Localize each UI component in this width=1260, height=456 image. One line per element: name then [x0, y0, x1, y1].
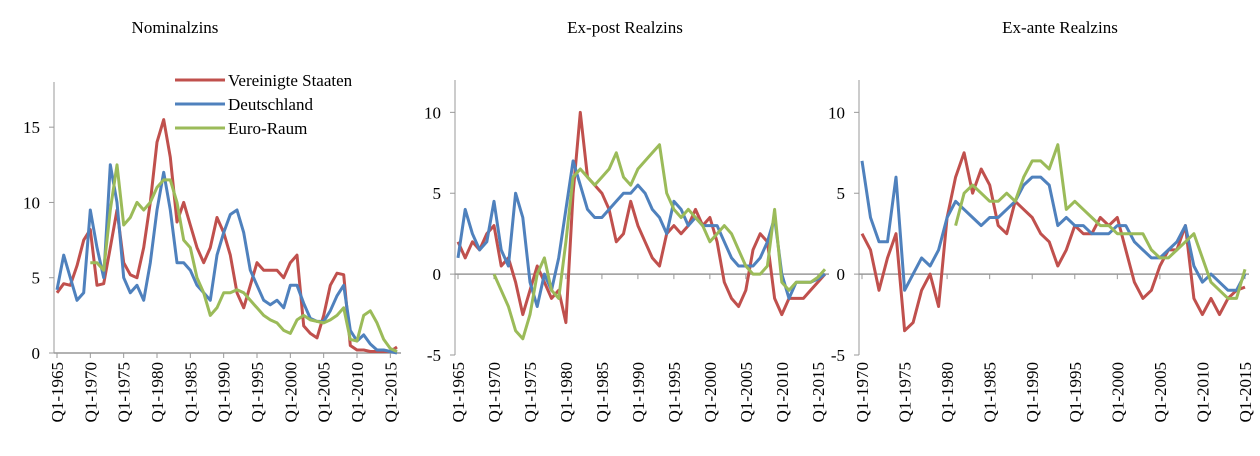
x-tick-label: Q1-1975 — [896, 362, 915, 422]
y-tick-label: 10 — [828, 103, 845, 122]
x-tick-label: Q1-2015 — [809, 362, 828, 422]
y-tick-label: 0 — [433, 265, 442, 284]
legend-label: Vereinigte Staaten — [228, 71, 353, 90]
x-tick-label: Q1-2010 — [1193, 362, 1212, 422]
x-tick-label: Q1-1970 — [485, 362, 504, 422]
x-tick-label: Q1-1995 — [665, 362, 684, 422]
legend-label: Euro-Raum — [228, 119, 307, 138]
x-tick-label: Q1-1990 — [215, 362, 234, 422]
y-tick-label: 10 — [23, 193, 40, 212]
x-tick-label: Q1-1965 — [48, 362, 67, 422]
x-tick-label: Q1-1980 — [148, 362, 167, 422]
series-line — [492, 143, 827, 341]
y-tick-label: 10 — [424, 103, 441, 122]
series-line — [954, 143, 1247, 300]
y-tick-label: -5 — [427, 346, 441, 365]
x-tick-label: Q1-1980 — [557, 362, 576, 422]
series-line — [456, 159, 826, 308]
y-tick-label: 5 — [433, 184, 442, 203]
legend-label: Deutschland — [228, 95, 313, 114]
x-tick-label: Q1-2010 — [348, 362, 367, 422]
x-tick-label: Q1-1975 — [115, 362, 134, 422]
y-tick-label: 5 — [837, 184, 846, 203]
chart-title: Ex-post Realzins — [567, 18, 683, 37]
x-tick-label: Q1-1970 — [81, 362, 100, 422]
x-tick-label: Q1-1980 — [938, 362, 957, 422]
x-tick-label: Q1-1990 — [629, 362, 648, 422]
x-tick-label: Q1-1975 — [521, 362, 540, 422]
y-tick-label: -5 — [831, 346, 845, 365]
x-tick-label: Q1-1965 — [449, 362, 468, 422]
series-line — [860, 151, 1246, 333]
x-tick-label: Q1-2010 — [773, 362, 792, 422]
x-tick-label: Q1-1995 — [248, 362, 267, 422]
x-tick-label: Q1-2000 — [281, 362, 300, 422]
x-tick-label: Q1-1990 — [1023, 362, 1042, 422]
x-tick-label: Q1-1985 — [593, 362, 612, 422]
series-line — [456, 110, 827, 325]
series-line — [55, 118, 398, 353]
y-tick-label: 0 — [837, 265, 846, 284]
y-tick-label: 0 — [32, 344, 41, 363]
chart-title: Ex-ante Realzins — [1002, 18, 1118, 37]
y-tick-label: 5 — [32, 269, 41, 288]
x-tick-label: Q1-1985 — [981, 362, 1000, 422]
x-tick-label: Q1-2005 — [1151, 362, 1170, 422]
x-tick-label: Q1-2000 — [701, 362, 720, 422]
x-tick-label: Q1-2000 — [1108, 362, 1127, 422]
series-line — [860, 160, 1247, 292]
x-tick-label: Q1-1970 — [853, 362, 872, 422]
x-tick-label: Q1-2015 — [381, 362, 400, 422]
x-tick-label: Q1-2005 — [315, 362, 334, 422]
x-tick-label: Q1-2015 — [1236, 362, 1255, 422]
x-tick-label: Q1-1995 — [1066, 362, 1085, 422]
x-tick-label: Q1-2005 — [737, 362, 756, 422]
x-tick-label: Q1-1985 — [181, 362, 200, 422]
series-line — [90, 163, 398, 353]
chart-title: Nominalzins — [132, 18, 219, 37]
y-tick-label: 15 — [23, 118, 40, 137]
